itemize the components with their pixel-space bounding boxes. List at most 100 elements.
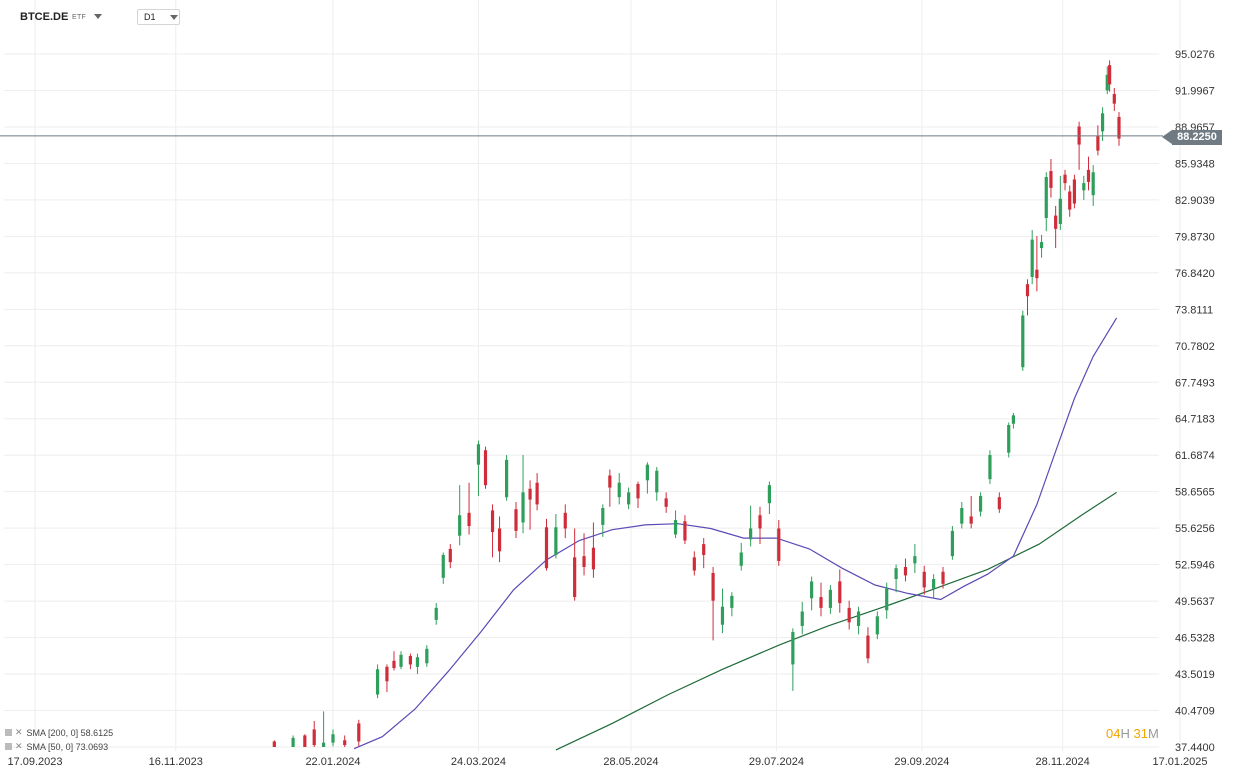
candle-body — [312, 729, 316, 746]
candle-body — [1030, 239, 1034, 277]
candle-up — [1082, 175, 1086, 200]
candle-down — [497, 516, 502, 563]
candle-up — [913, 544, 917, 573]
candle-up — [720, 588, 725, 634]
x-tick-label: 17.01.2025 — [1152, 756, 1207, 768]
candle-body — [291, 737, 295, 747]
candle-body — [758, 515, 762, 529]
countdown-minutes: 31 — [1133, 726, 1148, 741]
candle-body — [303, 735, 307, 747]
symbol-dropdown-icon[interactable] — [94, 14, 102, 19]
legend-sma-50[interactable]: ✕ SMA [50, 0] 73.0693 — [5, 741, 108, 752]
candle-body — [535, 482, 539, 505]
drag-handle-icon[interactable] — [5, 729, 12, 736]
y-tick-label: 73.8111 — [1175, 304, 1213, 316]
candle-body — [392, 660, 396, 669]
candle-body — [608, 475, 612, 488]
candle-down — [1063, 169, 1067, 191]
x-tick-label: 29.07.2024 — [749, 756, 804, 768]
candle-body — [847, 607, 851, 623]
candle-up — [673, 510, 678, 539]
candle-up — [655, 467, 659, 501]
close-icon[interactable]: ✕ — [15, 741, 23, 751]
candle-down — [483, 446, 488, 489]
candle-up — [1030, 230, 1034, 285]
candle-up — [791, 628, 795, 691]
candle-down — [1086, 156, 1091, 191]
candle-up — [767, 481, 771, 515]
y-tick-label: 52.5946 — [1175, 560, 1215, 572]
candle-body — [321, 742, 326, 747]
legend-label: SMA [50, 0] 73.0693 — [26, 741, 109, 752]
candle-body — [425, 648, 429, 664]
candle-up — [730, 592, 734, 617]
candle-up — [988, 450, 992, 484]
close-icon[interactable]: ✕ — [15, 727, 23, 737]
candle-body — [950, 530, 955, 557]
candle-down — [819, 582, 823, 617]
candle-down — [544, 518, 549, 571]
candle-down — [711, 566, 715, 641]
candle-down — [903, 558, 908, 582]
candle-body — [467, 512, 471, 527]
grid-lines — [4, 0, 1181, 751]
candle-body — [1082, 183, 1086, 191]
candle-down — [490, 504, 495, 558]
timeframe-select[interactable]: D1 — [137, 9, 180, 25]
x-axis: 17.09.2023 16.11.2023 22.01.2024 24.03.2024… — [7, 756, 1207, 768]
y-tick-label: 49.5637 — [1175, 596, 1215, 608]
candle-up — [375, 664, 380, 699]
timeframe-label: D1 — [144, 12, 156, 22]
candle-body — [544, 527, 549, 569]
drag-handle-icon[interactable] — [5, 743, 12, 750]
candle-body — [941, 571, 945, 584]
y-axis: 95.027691.996788.965785.934882.903979.87… — [1175, 49, 1215, 754]
candle-down — [608, 469, 612, 507]
x-tick-label: 28.05.2024 — [603, 756, 658, 768]
candle-up — [885, 582, 889, 619]
candle-body — [375, 669, 380, 695]
y-tick-label: 82.9039 — [1175, 195, 1215, 207]
candle-body — [885, 588, 889, 611]
y-tick-label: 67.7493 — [1175, 377, 1215, 389]
y-tick-label: 91.9967 — [1175, 85, 1215, 97]
candle-body — [1117, 116, 1121, 139]
y-tick-label: 85.9348 — [1175, 158, 1215, 170]
candle-body — [913, 556, 917, 564]
candle-up — [950, 526, 955, 560]
symbol-label[interactable]: BTCE.DE — [20, 11, 69, 23]
candle-body — [1086, 169, 1091, 182]
candle-body — [1091, 172, 1095, 196]
candle-body — [875, 616, 879, 635]
candle-body — [739, 552, 743, 566]
candle-body — [1068, 191, 1072, 210]
candle-body — [521, 492, 525, 523]
countdown-hours: 04 — [1106, 726, 1121, 741]
candle-body — [903, 566, 908, 576]
candle-up — [932, 574, 936, 599]
candle-down — [969, 495, 973, 529]
candle-body — [997, 497, 1001, 510]
y-tick-label: 61.6874 — [1175, 450, 1215, 462]
candle-body — [645, 464, 649, 481]
candle-down — [1035, 236, 1039, 292]
candle-down — [838, 569, 842, 613]
candle-down — [514, 501, 518, 539]
candle-body — [408, 656, 413, 665]
candle-body — [1025, 284, 1030, 297]
candle-down — [448, 544, 452, 569]
candle-up — [894, 564, 898, 593]
current-price-tag: 88.2250 — [1172, 130, 1222, 145]
candle-body — [343, 740, 347, 746]
candle-up — [1021, 310, 1025, 371]
candle-body — [434, 607, 438, 620]
instrument-type-badge: ETF — [72, 14, 87, 21]
legend-sma-200[interactable]: ✕ SMA [200, 0] 58.6125 — [5, 727, 113, 738]
candle-down — [408, 653, 413, 670]
y-tick-label: 55.6256 — [1175, 523, 1215, 535]
candle-body — [476, 444, 481, 465]
candle-down — [847, 600, 851, 630]
candle-body — [1096, 136, 1100, 151]
candle-down — [312, 721, 316, 747]
